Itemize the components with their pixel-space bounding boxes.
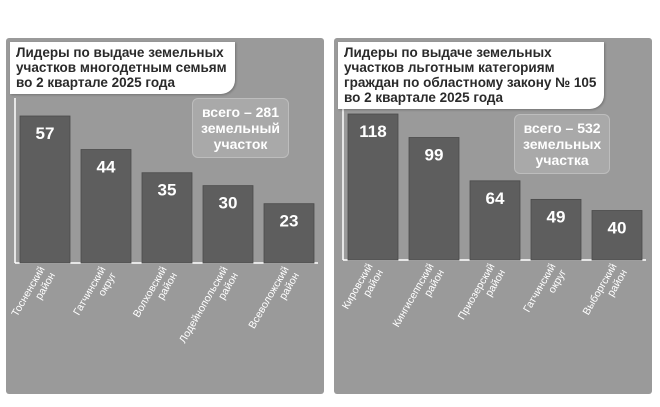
- chart-title-line: участков многодетным семьям: [16, 60, 227, 75]
- total-line: всего – 281: [202, 104, 279, 120]
- total-annotation-left: всего – 281 земельный участок: [192, 98, 290, 158]
- bar-value-label: 30: [219, 194, 238, 213]
- category-label: Гатчинскийокруг: [521, 261, 569, 320]
- bar-value-label: 44: [97, 158, 116, 177]
- bar-value-label: 118: [359, 122, 386, 141]
- bar: [141, 172, 193, 264]
- bar: [469, 180, 521, 261]
- chart-title-right: Лидеры по выдаче земельных участков льго…: [338, 42, 605, 109]
- chart-title-line: Лидеры по выдаче земельных: [344, 45, 552, 60]
- category-label: Кингисеппскийрайон: [390, 261, 447, 335]
- total-line: земельный: [201, 120, 281, 136]
- bar-value-label: 35: [158, 181, 177, 200]
- category-label: Кировскийрайон: [340, 261, 386, 317]
- category-label: Лодейнопольскийрайон: [177, 264, 241, 351]
- bar: [408, 137, 460, 261]
- chart-panel-left: 57 Тосненскийрайон 44 Гатчинскийокруг 35 Волх…: [6, 38, 324, 394]
- bar-value-label: 64: [486, 189, 505, 208]
- chart-panel-right: 118 Кировскийрайон 99 Кингисеппскийрайон 64 П…: [334, 38, 652, 394]
- bar-value-label: 57: [36, 124, 55, 143]
- total-line: всего – 532: [523, 120, 601, 136]
- category-label: Приозерскийрайон: [456, 261, 508, 328]
- bar-value-label: 23: [280, 212, 299, 231]
- bar-value-label: 49: [547, 207, 566, 226]
- bar: [530, 198, 582, 261]
- total-line: участка: [535, 152, 589, 168]
- bar: [263, 203, 315, 264]
- total-line: земельных: [523, 136, 602, 152]
- total-annotation-right: всего – 532 земельных участка: [514, 114, 611, 174]
- chart-title-line: граждан по областному закону № 105: [344, 75, 597, 90]
- category-label: Тосненскийрайон: [9, 264, 58, 324]
- bar: [202, 185, 254, 264]
- chart-title-line: во 2 квартале 2025 года: [344, 90, 503, 105]
- category-label: Гатчинскийокруг: [71, 264, 119, 323]
- bar-chart-large-families: 57 Тосненскийрайон 44 Гатчинскийокруг 35 Волх…: [9, 98, 318, 351]
- bar: [591, 210, 643, 261]
- bar: [19, 115, 71, 264]
- chart-title-line: во 2 квартале 2025 года: [16, 75, 175, 90]
- bar-value-label: 40: [608, 219, 627, 238]
- total-line: участок: [213, 136, 268, 152]
- bar-value-label: 99: [425, 146, 444, 165]
- bar: [80, 149, 132, 264]
- chart-title-line: участков льготным категориям: [344, 60, 555, 75]
- category-label: Волховскийрайон: [131, 264, 180, 325]
- category-label: Всеволожскийрайон: [246, 264, 302, 337]
- category-label: Выборгскийрайон: [580, 261, 630, 323]
- bar-chart-benefit-categories: 118 Кировскийрайон 99 Кингисеппскийрайон 64 П…: [340, 98, 646, 335]
- bar: [347, 113, 399, 261]
- chart-title-left: Лидеры по выдаче земельных участков мног…: [10, 42, 235, 94]
- chart-title-line: Лидеры по выдаче земельных: [16, 45, 224, 60]
